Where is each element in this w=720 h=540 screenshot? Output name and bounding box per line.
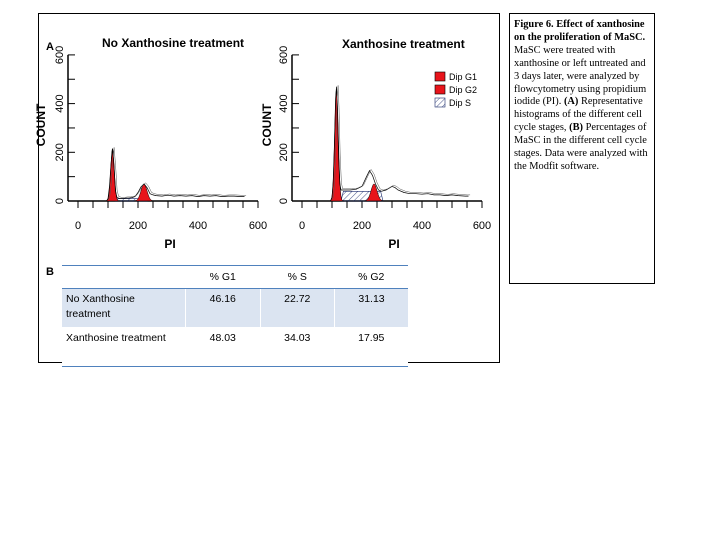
cell-g2: 31.13 (334, 288, 408, 328)
histogram-outline (106, 148, 245, 202)
row-label: Xanthosine treatment (62, 327, 186, 367)
y-axis-title: COUNT (34, 103, 48, 146)
x-tick-label: 200 (129, 220, 147, 232)
legend-swatch-dip-g2 (434, 84, 446, 95)
histogram-outline (330, 86, 469, 202)
x-tick-label: 400 (189, 220, 207, 232)
y-tick-label: 0 (278, 198, 290, 204)
table-header-blank (62, 265, 186, 289)
x-tick-label: 400 (413, 220, 431, 232)
chart-1: 0 200 400 600 0 200 400 600 COUNT PI (34, 46, 267, 251)
table-row: Xanthosine treatment 48.03 34.03 17.95 (62, 327, 408, 367)
caption-b-text: Percentages of MaSC in the different cel… (514, 122, 648, 172)
table-row: No Xanthosine treatment 46.16 22.72 31.1… (62, 288, 408, 328)
dip-g1-peak (105, 147, 120, 202)
legend-swatch-dip-s (434, 97, 446, 108)
panel-label-a: A (46, 41, 54, 53)
y-tick-label: 600 (54, 46, 66, 64)
y-tick-label: 200 (54, 143, 66, 161)
x-axis-title: PI (388, 237, 399, 251)
caption-text: MaSC were treated with xanthosine or lef… (514, 44, 647, 108)
x-tick-label: 200 (353, 220, 371, 232)
y-tick-label: 200 (278, 143, 290, 161)
cell-g2: 17.95 (334, 327, 408, 367)
x-tick-label: 0 (75, 220, 81, 232)
table-header-row: % G1 % S % G2 (62, 265, 408, 289)
legend-label-dip-g2: Dip G2 (449, 85, 477, 95)
caption-title: Figure 6. Effect of xanthosine on the pr… (514, 19, 646, 43)
y-tick-label: 400 (54, 94, 66, 112)
dip-g2-peak (364, 183, 384, 202)
x-tick-label: 600 (249, 220, 267, 232)
panel-label-b: B (46, 266, 54, 278)
y-tick-label: 400 (278, 94, 290, 112)
x-tick-label: 600 (473, 220, 491, 232)
histogram-outline-fit (331, 85, 471, 200)
cell-g1: 46.16 (185, 288, 261, 328)
caption-a-tag: (A) (563, 96, 579, 108)
histogram-outline-fit (107, 147, 247, 200)
y-tick-label: 0 (54, 198, 66, 204)
figure-caption: Figure 6. Effect of xanthosine on the pr… (509, 13, 655, 284)
y-tick-label: 600 (278, 46, 290, 64)
legend-label-dip-s: Dip S (449, 98, 471, 108)
caption-b-tag: (B) (569, 122, 583, 134)
row-label: No Xanthosine treatment (62, 288, 186, 328)
table-header-g1: % G1 (185, 265, 261, 289)
cell-g1: 48.03 (185, 327, 261, 367)
cell-s: 22.72 (259, 288, 335, 328)
x-tick-label: 0 (299, 220, 305, 232)
table-header-s: % S (260, 265, 335, 289)
chart-1-title: No Xanthosine treatment (102, 36, 245, 50)
y-axis-title: COUNT (260, 103, 274, 146)
table-header-g2: % G2 (334, 265, 408, 289)
x-axis-title: PI (164, 237, 175, 251)
legend-label-dip-g1: Dip G1 (449, 72, 477, 82)
chart-2-title: Xanthosine treatment (342, 37, 465, 51)
legend-swatch-dip-g1 (434, 71, 446, 82)
legend: Dip G1 Dip G2 Dip S (434, 71, 477, 108)
caption-a-text: Representative histograms of the differe… (514, 96, 643, 134)
cell-s: 34.03 (260, 327, 335, 367)
cell-cycle-table: % G1 % S % G2 No Xanthosine treatment 46… (62, 265, 408, 367)
chart-2: 0 200 400 600 0 200 400 600 COUNT PI (260, 46, 491, 251)
